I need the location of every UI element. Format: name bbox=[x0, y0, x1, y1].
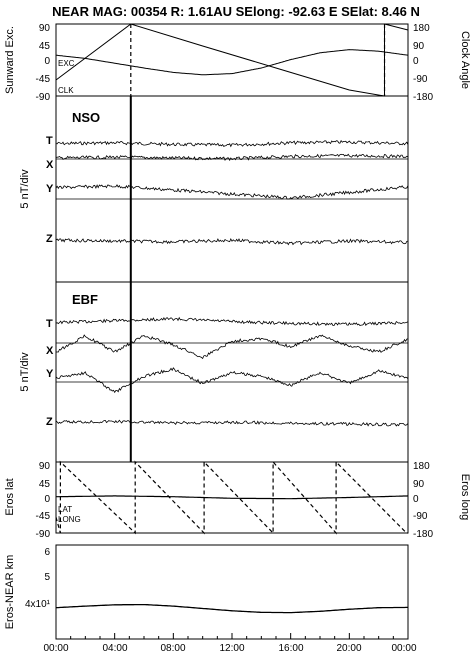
panel1-ytick-right-2: 0 bbox=[413, 56, 419, 67]
panel2-trace-z bbox=[55, 237, 409, 246]
panel3-trace-t bbox=[55, 316, 409, 327]
panel3-comp-t: T bbox=[46, 318, 53, 330]
panel4-ytick-left-2: 0 bbox=[44, 494, 50, 505]
panel3-trace-y bbox=[55, 367, 409, 394]
panel1-series-label-clk: CLK bbox=[58, 86, 74, 95]
panel5-xtick-marks bbox=[55, 633, 409, 639]
panel4-series-label-lat: LAT bbox=[58, 505, 72, 514]
panel5-ytick-1: 5 bbox=[44, 572, 50, 583]
panel3-trace-x bbox=[55, 334, 409, 360]
xtick-label-2: 08:00 bbox=[160, 643, 185, 654]
panel2-ylabel: 5 nT/div bbox=[19, 169, 31, 209]
panel4-ylabel-right: Eros long bbox=[459, 474, 471, 520]
panel1-ylabel-right: Clock Angle bbox=[459, 31, 471, 89]
panel2-frame bbox=[55, 95, 409, 283]
panel3-ylabel: 5 nT/div bbox=[19, 352, 31, 392]
panel2-trace-t bbox=[55, 139, 409, 148]
panel4-ytick-right-0: 180 bbox=[413, 461, 430, 472]
panel4-ytick-left-3: -45 bbox=[36, 511, 51, 522]
xtick-label-5: 20:00 bbox=[336, 643, 361, 654]
panel-nso: NSO 5 nT/div T X Y Z bbox=[19, 95, 409, 283]
xtick-label-3: 12:00 bbox=[219, 643, 244, 654]
panel4-ytick-right-2: 0 bbox=[413, 494, 419, 505]
panel4-series-long bbox=[55, 460, 408, 535]
panel3-label: EBF bbox=[72, 292, 98, 307]
panel5-series-distance bbox=[55, 603, 408, 614]
panel1-ytick-left-2: 0 bbox=[44, 56, 50, 67]
panel1-ytick-right-3: -90 bbox=[413, 74, 428, 85]
panel-sunward-excursion: 90 45 0 -45 -90 180 90 0 -90 -180 Sunwar… bbox=[4, 23, 471, 103]
panel4-ytick-left-1: 45 bbox=[39, 479, 51, 490]
panel-eros-lat-long: 90 45 0 -45 -90 180 90 0 -90 -180 Eros l… bbox=[4, 460, 471, 540]
panel4-ytick-right-1: 90 bbox=[413, 479, 425, 490]
panel1-frame bbox=[55, 23, 409, 97]
panel1-ytick-right-0: 180 bbox=[413, 23, 430, 34]
figure-title: NEAR MAG: 00354 R: 1.61AU SElong: -92.63… bbox=[52, 4, 420, 19]
panel3-trace-z bbox=[55, 419, 409, 427]
panel2-trace-y bbox=[55, 184, 409, 200]
panel3-frame bbox=[55, 281, 409, 463]
panel5-ylabel: Eros-NEAR km bbox=[4, 555, 16, 630]
panel5-frame bbox=[55, 544, 409, 640]
panel1-ytick-left-1: 45 bbox=[39, 41, 51, 52]
xtick-label-0: 00:00 bbox=[43, 643, 68, 654]
xtick-label-6: 00:00 bbox=[391, 643, 416, 654]
xtick-label-1: 04:00 bbox=[102, 643, 127, 654]
panel1-series-clk bbox=[55, 23, 409, 97]
panel4-series-lat bbox=[56, 495, 409, 500]
panel1-ytick-left-3: -45 bbox=[36, 74, 51, 85]
panel4-ylabel-left: Eros lat bbox=[4, 478, 16, 515]
panel4-ytick-right-4: -180 bbox=[413, 529, 433, 540]
panel5-ytick-2: 4x10¹ bbox=[25, 599, 51, 610]
panel1-ytick-right-4: -180 bbox=[413, 92, 433, 103]
panel-ebf: EBF 5 nT/div T X Y Z bbox=[19, 281, 409, 463]
panel3-comp-y: Y bbox=[46, 368, 54, 380]
panel4-ytick-left-0: 90 bbox=[39, 461, 51, 472]
panel2-comp-z: Z bbox=[46, 233, 53, 245]
panel1-ytick-left-4: -90 bbox=[36, 92, 51, 103]
panel5-ytick-0: 6 bbox=[44, 547, 50, 558]
panel4-ytick-right-3: -90 bbox=[413, 511, 428, 522]
panel4-ytick-left-4: -90 bbox=[36, 529, 51, 540]
xtick-label-4: 16:00 bbox=[278, 643, 303, 654]
panel2-trace-x bbox=[55, 153, 409, 162]
panel1-ylabel-left: Sunward Exc. bbox=[4, 26, 16, 94]
panel2-comp-x: X bbox=[46, 159, 54, 171]
panel3-comp-z: Z bbox=[46, 416, 53, 428]
panel1-series-exc bbox=[55, 49, 409, 76]
panel1-series-label-exc: EXC. bbox=[58, 59, 77, 68]
panel2-comp-y: Y bbox=[46, 183, 54, 195]
panel3-comp-x: X bbox=[46, 345, 54, 357]
panel4-series-label-long: LONG bbox=[58, 515, 81, 524]
panel2-label: NSO bbox=[72, 110, 100, 125]
panel-eros-near-distance: 6 5 4x10¹ Eros-NEAR km 00:00 04:00 08:00… bbox=[4, 544, 417, 654]
panel2-comp-t: T bbox=[46, 135, 53, 147]
panel1-ytick-right-1: 90 bbox=[413, 41, 425, 52]
panel1-ytick-left-0: 90 bbox=[39, 23, 51, 34]
panel4-frame bbox=[55, 461, 409, 534]
